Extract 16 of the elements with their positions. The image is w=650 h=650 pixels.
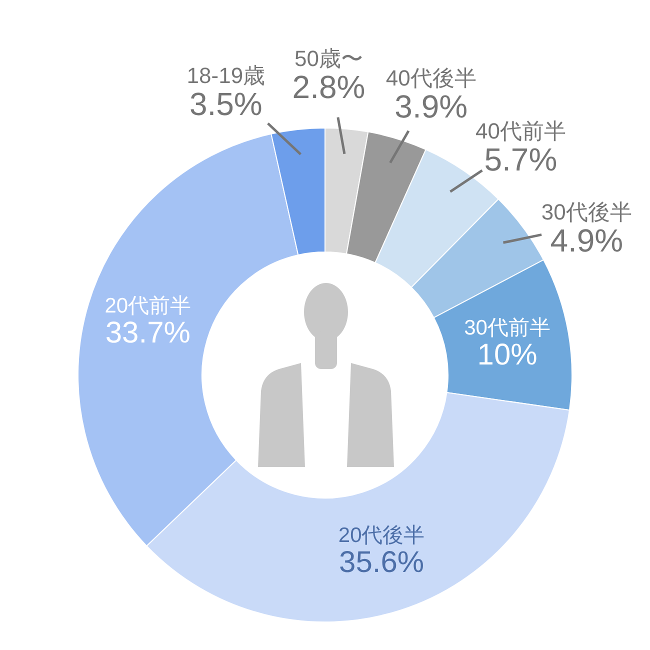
data-label: 3.5% (189, 86, 262, 122)
data-label: 35.6% (339, 546, 424, 580)
slice-label: 30代後半 (541, 199, 632, 224)
slice-label: 20代後半 (338, 524, 425, 548)
data-label: 2.8% (292, 69, 366, 106)
data-label: 5.7% (484, 142, 558, 178)
data-label: 3.9% (394, 88, 468, 124)
data-label: 33.7% (105, 316, 190, 350)
slice-label: 30代前半 (464, 316, 550, 340)
data-label: 4.9% (550, 222, 624, 258)
data-label: 10% (477, 338, 538, 372)
slice-label: 50歳〜 (294, 46, 363, 72)
slice-label: 40代前半 (475, 118, 566, 144)
slice-label: 20代前半 (104, 294, 192, 318)
slice-label: 18-19歳 (186, 62, 266, 88)
slice-label: 40代後半 (386, 65, 476, 90)
